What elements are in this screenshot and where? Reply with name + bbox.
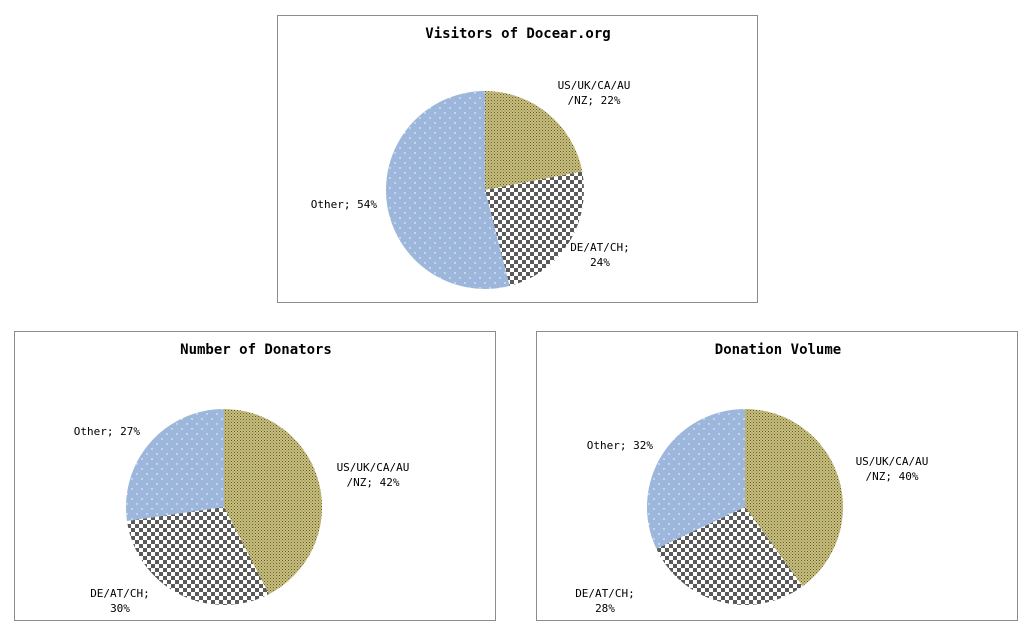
pie-slice-de-at-ch bbox=[485, 171, 585, 286]
pie-slice-other bbox=[126, 409, 224, 521]
pie-slice-de-at-ch bbox=[656, 507, 803, 605]
data-label-de-at-ch: DE/AT/CH; 28% bbox=[575, 587, 635, 615]
chart-title-donators: Number of Donators bbox=[180, 342, 332, 358]
data-label-de-at-ch: DE/AT/CH; 30% bbox=[90, 587, 150, 615]
chart-title-visitors: Visitors of Docear.org bbox=[425, 26, 610, 42]
data-label-us-uk-ca-au-nz: US/UK/CA/AU/NZ; 22% bbox=[558, 79, 631, 107]
pie-slice-us-uk-ca-au-nz bbox=[485, 91, 583, 190]
pie-slice-us-uk-ca-au-nz bbox=[745, 409, 843, 587]
pie-chart-volume: Donation Volume US/UK/CA/AU/NZ; 40% DE/AT… bbox=[575, 342, 929, 615]
data-label-other: Other; 54% bbox=[311, 198, 378, 211]
pie-slice-de-at-ch bbox=[127, 507, 269, 606]
pie-slice-other bbox=[647, 409, 745, 549]
data-label-us-uk-ca-au-nz: US/UK/CA/AU/NZ; 40% bbox=[856, 455, 929, 483]
data-label-other: Other; 27% bbox=[74, 425, 141, 438]
pie-slice-other bbox=[386, 91, 510, 289]
data-label-other: Other; 32% bbox=[587, 439, 654, 452]
chart-panel-volume: Donation Volume US/UK/CA/AU/NZ; 40% DE/AT… bbox=[536, 331, 1018, 621]
pie-chart-visitors: Visitors of Docear.org US/UK/CA/AU/NZ; 2… bbox=[311, 26, 631, 289]
pie-slice-us-uk-ca-au-nz bbox=[224, 409, 323, 595]
data-label-us-uk-ca-au-nz: US/UK/CA/AU/NZ; 42% bbox=[337, 461, 410, 489]
chart-title-volume: Donation Volume bbox=[715, 342, 841, 358]
chart-panel-donators: Number of Donators US/UK/CA/AU/NZ; 42% DE… bbox=[14, 331, 496, 621]
chart-panel-visitors: Visitors of Docear.org US/UK/CA/AU/NZ; 2… bbox=[277, 15, 758, 303]
data-label-de-at-ch: DE/AT/CH; 24% bbox=[570, 241, 630, 269]
pie-chart-donators: Number of Donators US/UK/CA/AU/NZ; 42% DE… bbox=[74, 342, 410, 615]
